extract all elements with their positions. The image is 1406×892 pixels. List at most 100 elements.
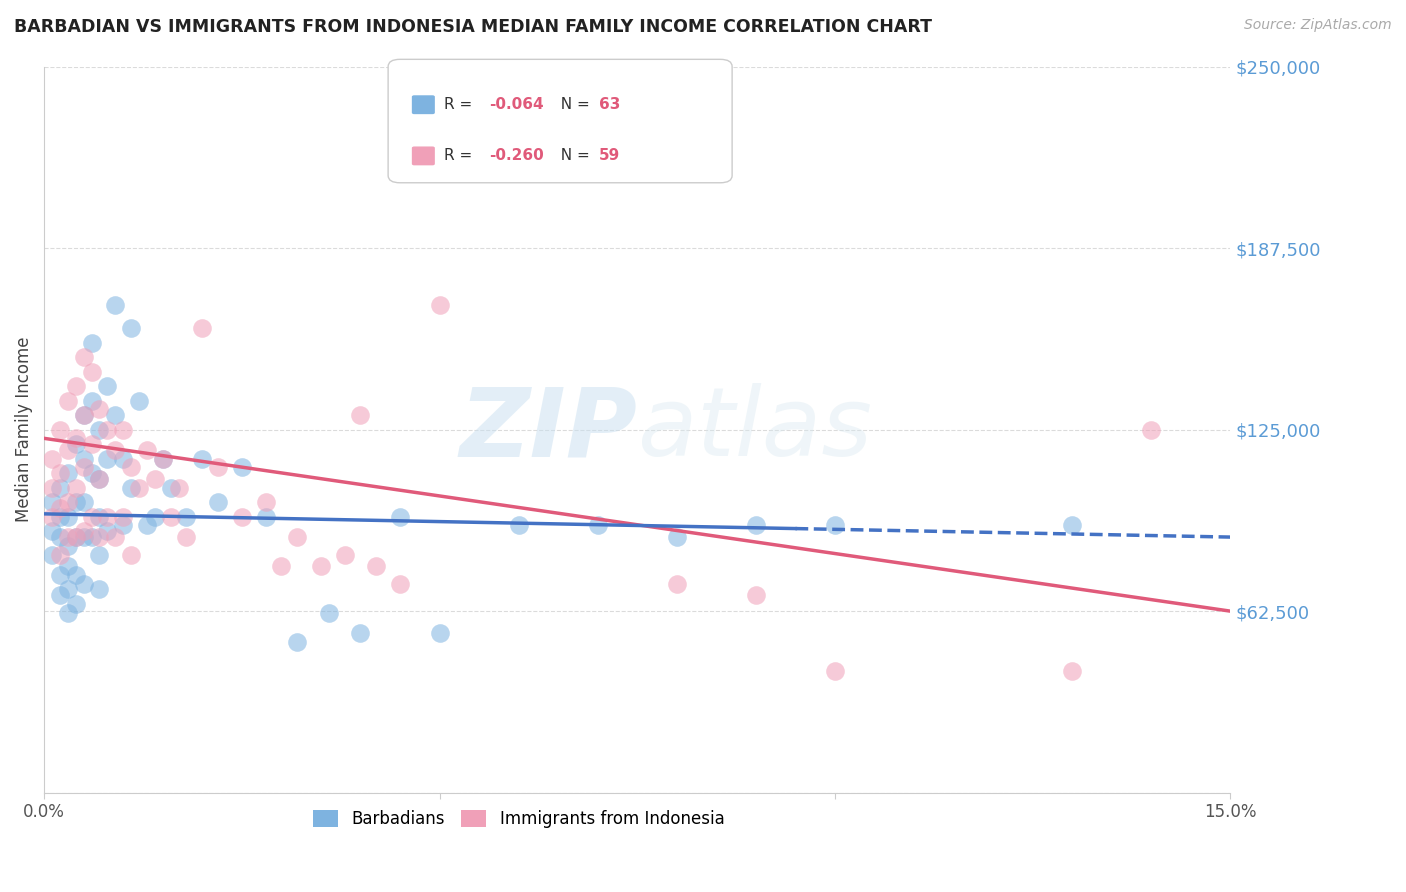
Point bbox=[72, 451, 94, 466]
Point bbox=[72, 408, 94, 422]
Point bbox=[366, 559, 388, 574]
Point bbox=[56, 509, 79, 524]
Point bbox=[135, 442, 157, 457]
FancyBboxPatch shape bbox=[412, 95, 434, 114]
Point bbox=[56, 559, 79, 574]
Point bbox=[49, 501, 72, 516]
Point bbox=[41, 481, 63, 495]
Point bbox=[191, 451, 214, 466]
Point bbox=[56, 530, 79, 544]
Point bbox=[120, 321, 142, 335]
Point bbox=[254, 495, 277, 509]
Text: N =: N = bbox=[551, 97, 595, 112]
Text: Source: ZipAtlas.com: Source: ZipAtlas.com bbox=[1244, 18, 1392, 32]
Point bbox=[586, 518, 609, 533]
Point bbox=[80, 335, 103, 350]
Point bbox=[104, 530, 127, 544]
Text: atlas: atlas bbox=[637, 384, 872, 476]
Point bbox=[72, 524, 94, 539]
Point bbox=[388, 509, 411, 524]
Point bbox=[207, 460, 229, 475]
Point bbox=[89, 530, 111, 544]
Point bbox=[152, 451, 174, 466]
Point bbox=[159, 509, 181, 524]
Point bbox=[285, 530, 308, 544]
Point bbox=[508, 161, 530, 176]
Point bbox=[80, 437, 103, 451]
Point bbox=[96, 379, 118, 393]
Point bbox=[56, 495, 79, 509]
Point bbox=[65, 567, 87, 582]
Point bbox=[1062, 664, 1084, 678]
Point bbox=[824, 518, 846, 533]
Point bbox=[429, 626, 451, 640]
Point bbox=[65, 431, 87, 445]
Point bbox=[231, 460, 253, 475]
Point bbox=[176, 530, 198, 544]
Point bbox=[65, 530, 87, 544]
Point bbox=[586, 153, 609, 167]
Point bbox=[112, 451, 135, 466]
Point bbox=[349, 626, 371, 640]
FancyBboxPatch shape bbox=[412, 146, 434, 165]
Point bbox=[56, 442, 79, 457]
Point bbox=[89, 548, 111, 562]
Text: ZIP: ZIP bbox=[460, 384, 637, 476]
Point bbox=[72, 495, 94, 509]
Point bbox=[824, 664, 846, 678]
Point bbox=[270, 559, 292, 574]
FancyBboxPatch shape bbox=[388, 60, 733, 183]
Point bbox=[56, 393, 79, 408]
Point bbox=[49, 423, 72, 437]
Point bbox=[388, 576, 411, 591]
Point bbox=[135, 518, 157, 533]
Point bbox=[89, 402, 111, 417]
Point bbox=[56, 466, 79, 480]
Point bbox=[309, 559, 332, 574]
Text: 63: 63 bbox=[599, 97, 620, 112]
Point bbox=[285, 634, 308, 648]
Point bbox=[745, 588, 768, 602]
Point bbox=[143, 509, 166, 524]
Point bbox=[49, 481, 72, 495]
Point bbox=[231, 509, 253, 524]
Point bbox=[80, 530, 103, 544]
Text: -0.064: -0.064 bbox=[489, 97, 544, 112]
Point bbox=[96, 524, 118, 539]
Point bbox=[49, 588, 72, 602]
Text: N =: N = bbox=[551, 148, 595, 163]
Point bbox=[56, 582, 79, 597]
Point bbox=[89, 509, 111, 524]
Point bbox=[254, 509, 277, 524]
Point bbox=[1140, 423, 1163, 437]
Point bbox=[41, 495, 63, 509]
Point bbox=[104, 442, 127, 457]
Point bbox=[159, 481, 181, 495]
Point bbox=[56, 606, 79, 620]
Point bbox=[104, 298, 127, 312]
Point bbox=[665, 530, 688, 544]
Point bbox=[89, 423, 111, 437]
Point bbox=[49, 466, 72, 480]
Point bbox=[49, 548, 72, 562]
Point bbox=[65, 481, 87, 495]
Text: R =: R = bbox=[444, 97, 478, 112]
Point bbox=[65, 530, 87, 544]
Point bbox=[128, 393, 150, 408]
Point bbox=[120, 548, 142, 562]
Point bbox=[72, 530, 94, 544]
Point bbox=[80, 365, 103, 379]
Text: R =: R = bbox=[444, 148, 478, 163]
Point bbox=[96, 451, 118, 466]
Point bbox=[152, 451, 174, 466]
Point bbox=[41, 524, 63, 539]
Point bbox=[89, 472, 111, 486]
Y-axis label: Median Family Income: Median Family Income bbox=[15, 337, 32, 523]
Point bbox=[80, 466, 103, 480]
Point bbox=[49, 530, 72, 544]
Point bbox=[56, 539, 79, 553]
Point bbox=[96, 509, 118, 524]
Point bbox=[65, 495, 87, 509]
Point bbox=[318, 606, 340, 620]
Point bbox=[96, 423, 118, 437]
